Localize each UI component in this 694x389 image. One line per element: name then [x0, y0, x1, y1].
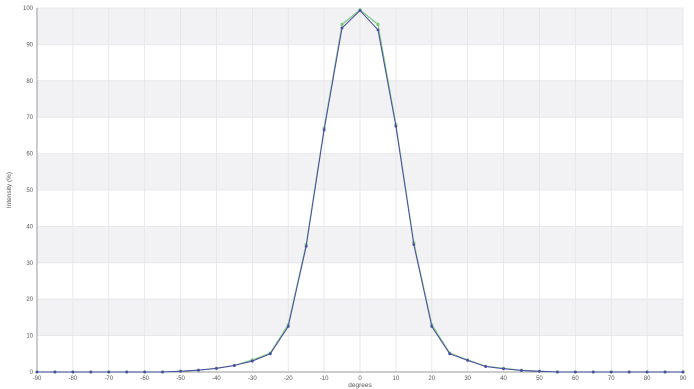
- data-point: [125, 370, 129, 374]
- y-tick-label: 40: [26, 224, 33, 230]
- data-point: [268, 352, 272, 356]
- data-point: [71, 370, 75, 374]
- data-point: [35, 370, 39, 374]
- y-tick-label: 50: [26, 188, 33, 194]
- data-point: [215, 366, 218, 370]
- data-point: [286, 325, 290, 328]
- x-tick-label: -60: [140, 376, 149, 382]
- data-point: [376, 28, 380, 32]
- x-tick-label: 50: [536, 376, 543, 382]
- y-tick-label: 0: [30, 370, 34, 376]
- x-tick-label: 40: [500, 376, 507, 382]
- y-tick-label: 90: [26, 42, 33, 48]
- data-point: [143, 370, 147, 374]
- data-point: [340, 22, 344, 26]
- data-series: [35, 8, 685, 374]
- data-point: [502, 367, 505, 371]
- data-point: [555, 370, 559, 374]
- x-tick-label: -90: [33, 376, 42, 382]
- data-point: [484, 365, 488, 368]
- grid: [36, 7, 684, 373]
- data-point: [322, 128, 326, 132]
- data-point: [376, 22, 380, 26]
- x-tick-label: 80: [644, 376, 651, 382]
- y-tick-label: 60: [26, 152, 33, 158]
- x-tick-label: -80: [69, 376, 78, 382]
- data-point: [538, 369, 541, 373]
- data-point: [573, 370, 577, 374]
- x-tick-label: 10: [393, 376, 400, 382]
- data-point: [663, 370, 667, 374]
- x-tick-label: 30: [464, 376, 471, 382]
- x-tick-label: 60: [572, 376, 579, 382]
- x-tick-label: 20: [428, 376, 435, 382]
- y-tick-label: 70: [26, 115, 33, 121]
- data-point: [107, 370, 111, 374]
- data-point: [412, 243, 416, 247]
- x-tick-label: -20: [284, 376, 293, 382]
- data-point: [53, 370, 57, 374]
- x-tick-label: -10: [320, 376, 329, 382]
- data-point: [197, 368, 200, 372]
- x-tick-label: 70: [608, 376, 615, 382]
- data-point: [394, 124, 398, 128]
- y-axis-label: Intensity (%): [6, 172, 13, 208]
- x-tick-label: -30: [248, 376, 257, 382]
- data-point: [681, 370, 685, 374]
- series-2: [35, 9, 685, 374]
- data-point: [340, 26, 344, 30]
- data-point: [179, 369, 182, 373]
- y-tick-label: 100: [23, 6, 34, 12]
- data-point: [89, 370, 93, 374]
- x-tick-label: -50: [176, 376, 185, 382]
- x-tick-label: -70: [104, 376, 113, 382]
- data-point: [645, 370, 649, 374]
- x-tick-label: 0: [358, 376, 362, 382]
- tick-labels: -90 -80 -70 -60 -50 -40 -30 -20 -10 0 10 20 30 40 50 60…: [23, 6, 687, 382]
- y-tick-label: 80: [26, 79, 33, 85]
- data-point: [466, 358, 470, 362]
- y-tick-label: 20: [26, 297, 33, 303]
- data-point: [304, 245, 308, 248]
- x-axis-label: degrees: [348, 382, 372, 389]
- data-point: [161, 370, 165, 374]
- data-point: [520, 369, 523, 372]
- data-point: [448, 352, 452, 356]
- data-point: [609, 370, 613, 374]
- y-tick-label: 30: [26, 261, 33, 267]
- y-tick-label: 10: [26, 334, 33, 340]
- data-point: [232, 364, 236, 367]
- x-tick-label: 90: [680, 376, 687, 382]
- data-point: [250, 359, 254, 363]
- data-point: [627, 370, 631, 374]
- data-point: [358, 9, 362, 12]
- data-point: [591, 370, 595, 374]
- data-point: [430, 325, 434, 328]
- x-tick-label: -40: [212, 376, 221, 382]
